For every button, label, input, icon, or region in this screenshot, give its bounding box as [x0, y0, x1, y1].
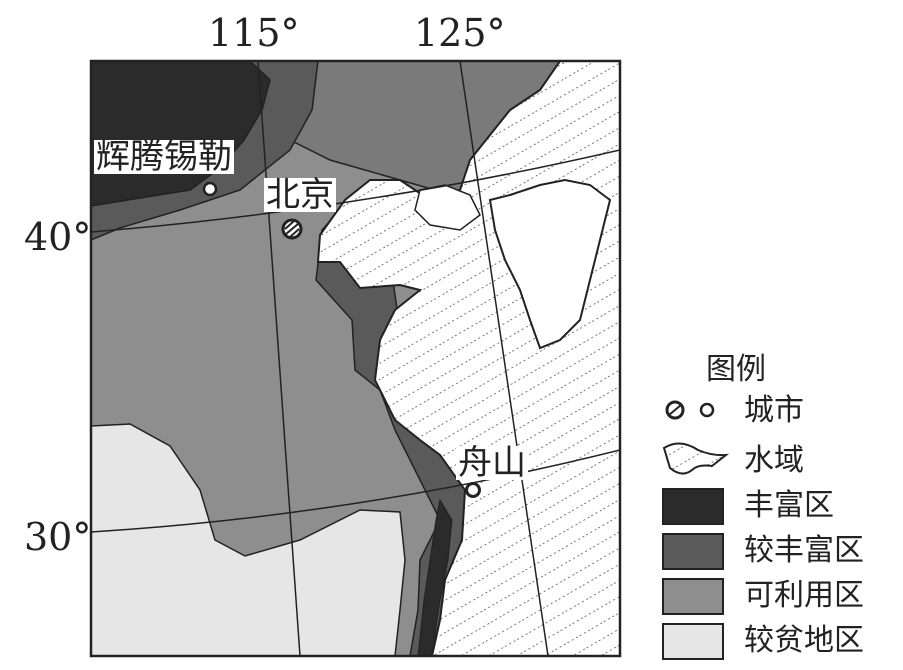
huitengxile-marker	[202, 181, 218, 197]
parallel-30	[91, 449, 620, 533]
lon-label-125: 125°	[414, 11, 506, 55]
city-label-huitengxile: 辉腾锡勒	[94, 137, 234, 177]
beijing-marker	[281, 218, 303, 240]
legend-swatch-fairly-rich	[662, 533, 724, 570]
legend-label-fairly-rich: 较丰富区	[744, 533, 864, 568]
legend-city-symbols	[665, 400, 715, 420]
legend-swatch-rich	[662, 488, 724, 525]
legend-label-poor: 较贫地区	[744, 623, 864, 658]
korean-peninsula	[488, 178, 612, 350]
meridian-115	[257, 61, 301, 656]
city-label-zhoushan: 舟山	[456, 443, 528, 483]
legend-water-symbol	[662, 442, 730, 475]
zhoushan-marker	[465, 482, 481, 498]
meridian-125	[459, 61, 549, 656]
legend-label-city: 城市	[744, 393, 804, 428]
rich-zone-coast	[417, 498, 453, 656]
lon-label-115: 115°	[208, 11, 300, 55]
legend-title: 图例	[706, 352, 766, 387]
lat-label-40: 40°	[24, 215, 92, 259]
legend-label-usable: 可利用区	[744, 578, 864, 613]
liaodong-land	[414, 184, 481, 231]
legend-swatch-usable	[662, 578, 724, 615]
graticule	[91, 61, 620, 656]
poor-zone	[91, 423, 406, 656]
lat-label-30: 30°	[24, 515, 92, 559]
map-frame	[89, 59, 622, 658]
parallel-40	[91, 149, 620, 233]
legend-swatch-poor	[662, 623, 724, 660]
legend-label-rich: 丰富区	[744, 488, 834, 523]
legend-label-water: 水域	[744, 443, 804, 478]
city-label-beijing: 北京	[264, 175, 336, 215]
